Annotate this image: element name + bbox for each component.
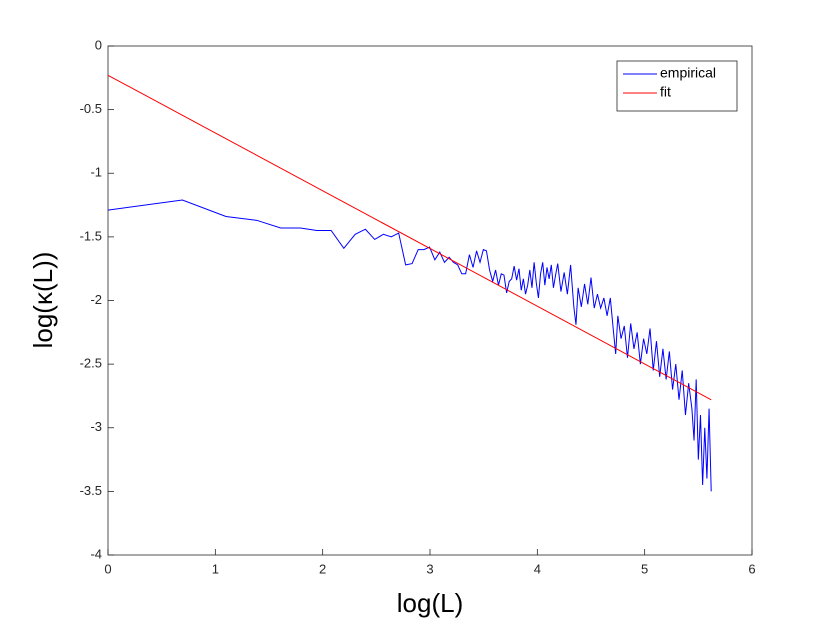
legend-label: empirical bbox=[660, 65, 716, 81]
x-tick-label: 0 bbox=[104, 561, 111, 576]
y-tick-label: -3.5 bbox=[80, 483, 102, 498]
y-tick-label: -1 bbox=[90, 165, 102, 180]
y-tick-label: -0.5 bbox=[80, 101, 102, 116]
y-tick-label: -3 bbox=[90, 419, 102, 434]
y-axis-title: log(κ(L)) bbox=[28, 252, 58, 349]
x-tick-label: 6 bbox=[748, 561, 755, 576]
plot-area bbox=[107, 45, 753, 556]
x-tick-label: 3 bbox=[426, 561, 433, 576]
x-tick-label: 5 bbox=[641, 561, 648, 576]
y-tick-label: 0 bbox=[95, 37, 102, 52]
x-axis-title: log(L) bbox=[397, 588, 463, 618]
x-tick-label: 1 bbox=[212, 561, 219, 576]
legend-box bbox=[616, 60, 738, 112]
y-tick-label: -4 bbox=[90, 546, 102, 561]
x-tick-label: 2 bbox=[319, 561, 326, 576]
y-tick-label: -1.5 bbox=[80, 228, 102, 243]
x-tick-label: 4 bbox=[534, 561, 541, 576]
legend-label: fit bbox=[660, 84, 671, 100]
y-tick-label: -2.5 bbox=[80, 356, 102, 371]
series-line bbox=[107, 74, 712, 401]
y-tick-label: -2 bbox=[90, 292, 102, 307]
